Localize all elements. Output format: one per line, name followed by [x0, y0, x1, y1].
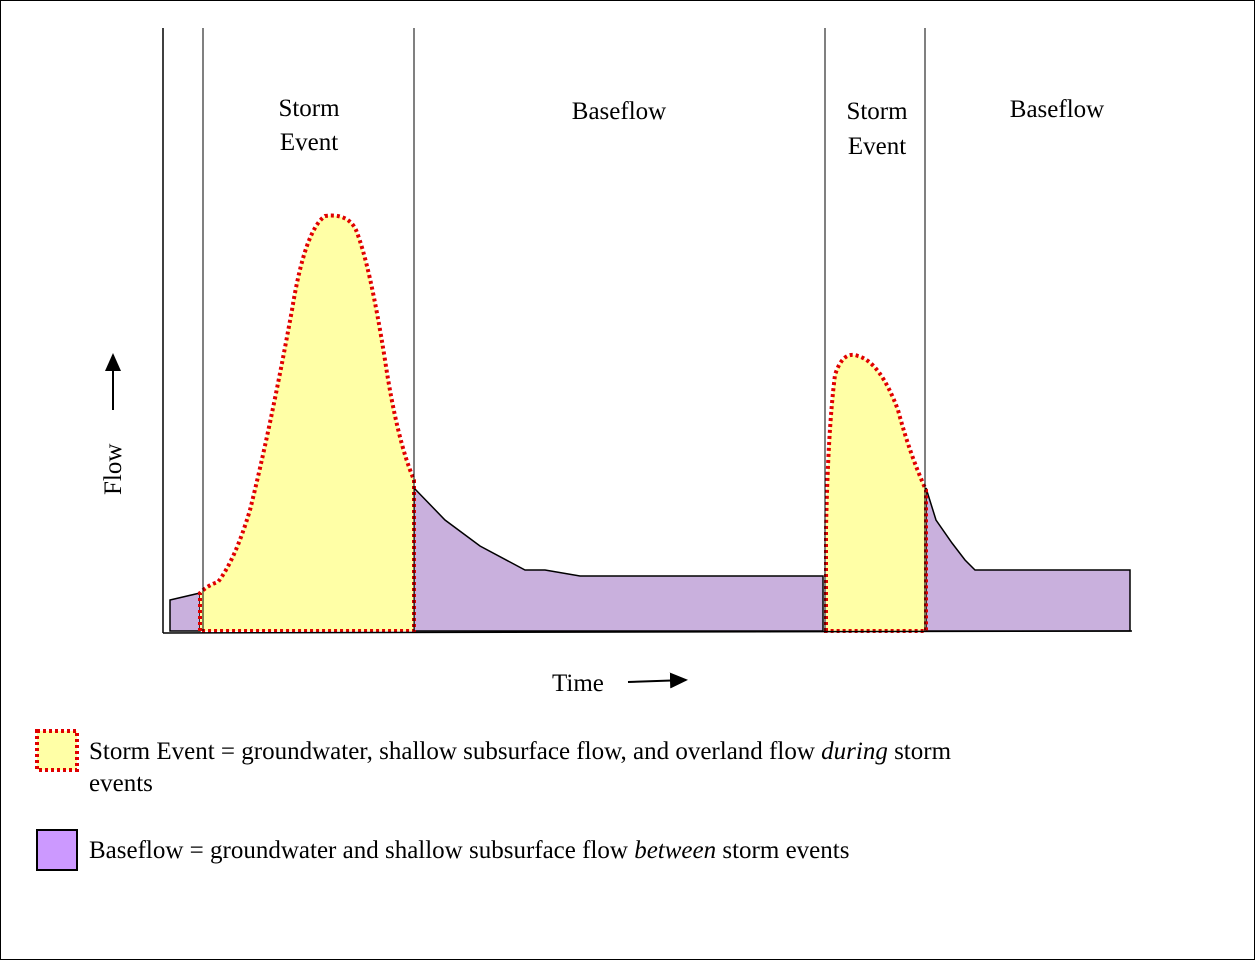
- region-label-baseflow-2: Baseflow: [1010, 96, 1104, 123]
- x-axis-line: [162, 630, 1133, 634]
- storm-legend-text-end: storm: [887, 738, 952, 765]
- baseflow-area-recession-2: [925, 487, 1131, 632]
- storm-legend-emphasis: during: [821, 738, 888, 765]
- region-label-storm-2-line2: Event: [848, 133, 906, 160]
- region-label-storm-2-line1: Storm: [846, 98, 908, 125]
- storm-legend-swatch: [35, 729, 79, 772]
- storm-legend-text-start: Storm Event = groundwater, shallow subsu…: [89, 738, 822, 765]
- x-axis-arrow-icon: [627, 672, 688, 689]
- baseflow-legend-text: Baseflow = groundwater and shallow subsu…: [89, 835, 1209, 867]
- storm-event-area-1: [198, 213, 416, 633]
- baseflow-legend-swatch: [36, 829, 78, 871]
- storm-legend-text-line2: events: [89, 770, 153, 797]
- storm-legend-text: Storm Event = groundwater, shallow subsu…: [89, 736, 1209, 800]
- baseflow-legend-emphasis: between: [634, 837, 717, 864]
- storm-event-area-2: [824, 352, 928, 633]
- baseflow-area-initial: [169, 592, 201, 632]
- baseflow-legend-text-end: storm events: [716, 837, 850, 864]
- region-label-storm-1-line2: Event: [280, 129, 338, 156]
- baseflow-legend-text-start: Baseflow = groundwater and shallow subsu…: [89, 837, 635, 864]
- baseflow-area-recession-1: [413, 486, 824, 632]
- y-axis-label: Flow: [100, 444, 127, 495]
- region-label-baseflow-1: Baseflow: [572, 98, 666, 125]
- x-axis-label: Time: [552, 670, 604, 697]
- region-label-storm-1-line1: Storm: [278, 95, 340, 122]
